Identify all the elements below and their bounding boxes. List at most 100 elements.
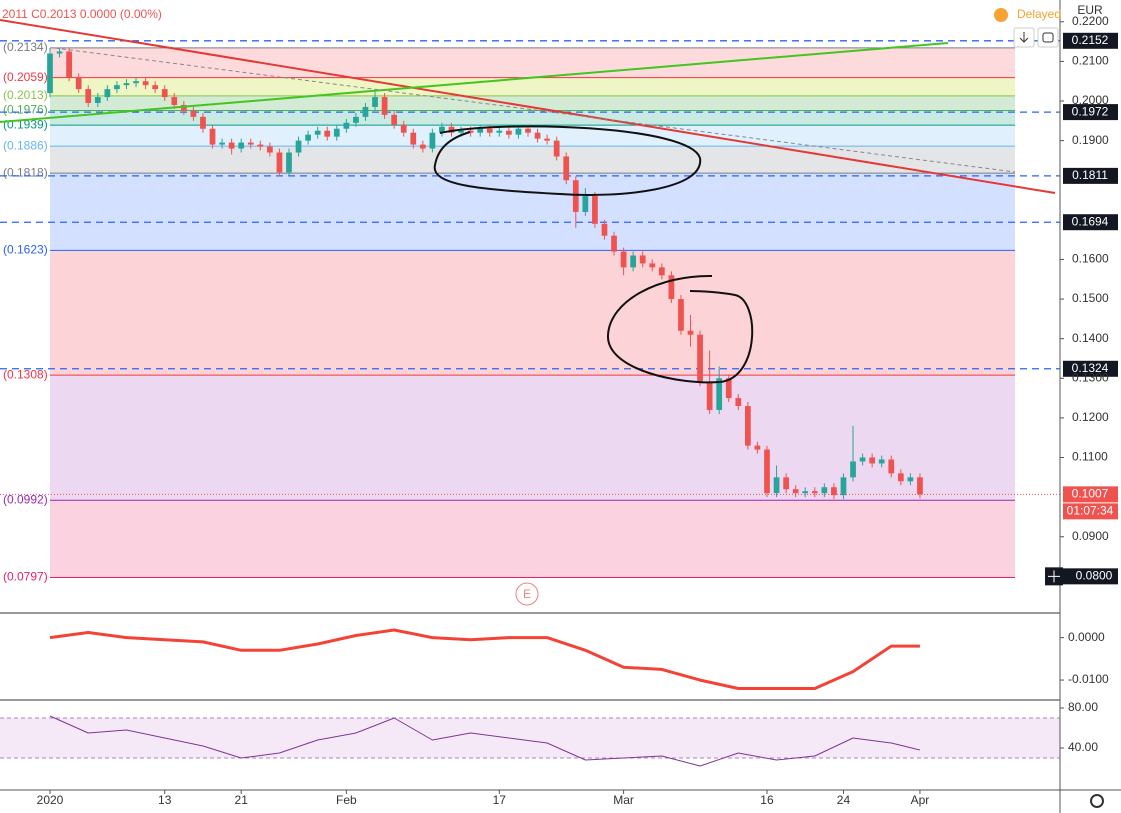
crosshair-tag (1063, 568, 1118, 585)
y-tick-label: 0.2200 (1072, 14, 1109, 28)
candle-body (486, 128, 493, 133)
candle-body (353, 116, 359, 123)
price-line-tag (1063, 104, 1118, 121)
fib-zone (49, 125, 1016, 147)
candle-body (850, 461, 856, 478)
candle-body (783, 477, 789, 490)
candle-body (458, 130, 464, 133)
x-tick-label: 16 (760, 793, 774, 807)
candle-body (888, 459, 895, 474)
candle-body (180, 104, 187, 111)
candle-body (534, 132, 541, 139)
candle-body (228, 142, 235, 149)
candle-body (324, 130, 331, 137)
candle-body (391, 114, 398, 125)
candle-body (333, 128, 340, 137)
hand-ellipse (606, 274, 754, 384)
candle-body (400, 124, 407, 133)
earnings-icon[interactable] (515, 582, 539, 606)
fib-level-label: (0.2013) (3, 88, 48, 102)
fib-zones (49, 47, 1016, 578)
reset-button[interactable] (1037, 27, 1059, 48)
candle-body (314, 130, 321, 135)
y-tick-label: 0.1300 (1072, 370, 1109, 384)
x-tick-label: 2020 (37, 793, 64, 807)
candle-body (525, 128, 531, 133)
candle-body (257, 144, 264, 147)
candle-body (697, 334, 703, 383)
candle-body (496, 130, 503, 133)
fib-level-label: (0.1623) (3, 243, 48, 257)
candle-body (658, 267, 665, 276)
macd-tick-label: 0.0000 (1068, 630, 1105, 644)
candle-body (544, 138, 550, 141)
candle-body (372, 97, 378, 107)
candle-body (821, 487, 828, 494)
candle-body (649, 263, 656, 268)
candle-body (716, 378, 723, 410)
last-price-label: 0.1007 (1072, 487, 1109, 501)
fib-level-label: (0.1818) (3, 165, 48, 179)
macd-line (49, 628, 920, 690)
candle-body (563, 156, 570, 181)
candle-body (75, 77, 82, 90)
macd-tick-label: -0.0100 (1068, 672, 1109, 686)
price-line-label: 0.1694 (1072, 214, 1109, 228)
candle-body (553, 140, 560, 157)
y-tick-label: 0.1200 (1072, 410, 1109, 424)
earnings-label: E (523, 587, 531, 601)
candle-body (171, 97, 178, 105)
fib-zone (49, 375, 1016, 501)
candle-body (592, 196, 598, 224)
candle-body (276, 152, 283, 173)
rsi-band (0, 718, 1060, 758)
candle-body (802, 491, 809, 494)
candle-body (209, 128, 216, 145)
price-line-tag (1063, 360, 1118, 377)
candle-body (630, 255, 637, 268)
candle-body (897, 473, 904, 482)
price-axis (1060, 0, 1121, 813)
candle-body (515, 128, 522, 135)
candle-body (305, 134, 311, 141)
candle-body (267, 146, 273, 153)
fib-zone (49, 146, 1016, 174)
candle-body (362, 106, 369, 117)
candle-body (735, 398, 742, 407)
settings-icon[interactable] (1090, 794, 1104, 808)
candle-body (725, 378, 732, 399)
candle-body (668, 275, 675, 300)
candle-body (878, 459, 885, 464)
ohlc-header: 2011 C0.2013 0.0000 (0.00%) (2, 7, 162, 21)
x-tick-label: Apr (911, 793, 930, 807)
fib-level-label: (0.2134) (3, 40, 48, 54)
fib-zone (49, 95, 1016, 111)
candle-body (611, 235, 617, 252)
price-line-label: 0.1324 (1072, 361, 1109, 375)
candle-body (152, 85, 159, 90)
currency: EUR (1077, 3, 1103, 17)
trend-line (0, 19, 1056, 194)
candle-body (286, 152, 292, 173)
candle-body (467, 130, 474, 133)
y-tick-label: 0.2100 (1072, 54, 1109, 68)
candle-body (840, 477, 847, 496)
fib-level-label: (0.0992) (3, 492, 48, 506)
candle-body (572, 180, 579, 212)
rsi-tick-label: 40.00 (1068, 740, 1098, 754)
candle-body (745, 406, 751, 446)
candle-body (66, 51, 72, 78)
fib-zone (49, 77, 1016, 96)
candle-body (439, 126, 445, 133)
price-line-label: 0.1972 (1072, 104, 1109, 118)
crosshair-icon (1048, 570, 1060, 583)
y-tick-label: 0.2000 (1072, 93, 1109, 107)
hand-ellipse (433, 125, 702, 196)
candle-body (343, 122, 350, 129)
fib-level-label: (0.2059) (3, 70, 48, 84)
y-tick-label: 0.1900 (1072, 133, 1109, 147)
y-tick-label: 0.1600 (1072, 252, 1109, 266)
axis-labels: 0.2152 0.1972 0.1811 0.1694 0.1324 0.1007 01:0… (37, 14, 1118, 807)
x-tick-label: 17 (493, 793, 507, 807)
